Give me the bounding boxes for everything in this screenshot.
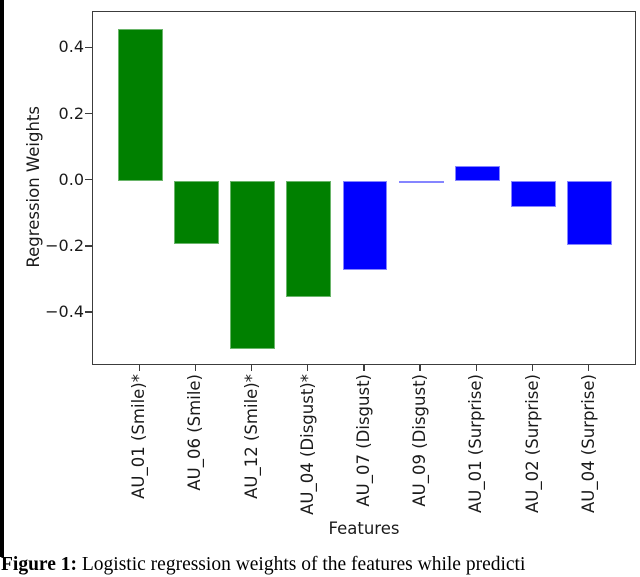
x-tick-mark bbox=[250, 365, 253, 371]
x-tick-mark bbox=[307, 365, 309, 371]
y-tick-label: 0.4 bbox=[58, 37, 84, 57]
x-tick-label: AU_04 (Surprise) bbox=[578, 374, 598, 514]
plot-area bbox=[92, 11, 636, 365]
y-tick-label: −0.4 bbox=[45, 302, 84, 322]
bar-au-01-smile bbox=[117, 28, 163, 181]
figure-caption: Figure 1: Logistic regression weights of… bbox=[1, 553, 640, 577]
y-tick-mark bbox=[85, 179, 92, 181]
figure-left-border bbox=[0, 0, 4, 557]
x-axis-label: Features bbox=[328, 519, 400, 538]
figure-caption-text: Logistic regression weights of the featu… bbox=[77, 554, 526, 575]
bar-au-01-surprise bbox=[454, 165, 500, 181]
x-tick-label: AU_01 (Surprise) bbox=[466, 374, 486, 514]
x-tick-mark bbox=[194, 365, 197, 371]
x-tick-label: AU_01 (Smile)* bbox=[129, 374, 149, 499]
y-tick-label: 0.2 bbox=[58, 103, 84, 123]
x-tick-mark bbox=[419, 365, 421, 371]
y-tick-mark bbox=[85, 245, 92, 247]
y-tick-label: 0.0 bbox=[58, 169, 84, 189]
y-tick-mark bbox=[85, 311, 92, 313]
y-tick-mark bbox=[85, 112, 92, 115]
bar-au-04-disgust bbox=[286, 180, 332, 297]
x-tick-label: AU_12 (Smile)* bbox=[241, 374, 261, 499]
x-tick-mark bbox=[588, 365, 590, 371]
bar-au-04-surprise bbox=[567, 180, 613, 246]
x-tick-label: AU_06 (Smile) bbox=[185, 374, 205, 491]
x-tick-mark bbox=[531, 365, 534, 371]
x-tick-label: AU_09 (Disgust) bbox=[410, 374, 430, 507]
x-tick-mark bbox=[138, 365, 140, 371]
y-tick-label: −0.2 bbox=[45, 235, 84, 255]
x-tick-label: AU_02 (Surprise) bbox=[522, 374, 542, 514]
x-tick-label: AU_04 (Disgust)* bbox=[297, 374, 317, 515]
bar-au-07-disgust bbox=[342, 180, 388, 271]
x-tick-label: AU_07 (Disgust) bbox=[354, 374, 373, 507]
figure-caption-number: Figure 1: bbox=[1, 554, 78, 575]
x-tick-mark bbox=[475, 365, 478, 371]
bar-au-12-smile bbox=[230, 180, 276, 350]
bar-au-06-smile bbox=[173, 180, 219, 244]
x-tick-mark bbox=[363, 365, 365, 371]
bar-au-09-disgust bbox=[398, 180, 444, 183]
y-tick-mark bbox=[85, 46, 92, 49]
bar-au-02-surprise bbox=[511, 180, 557, 208]
